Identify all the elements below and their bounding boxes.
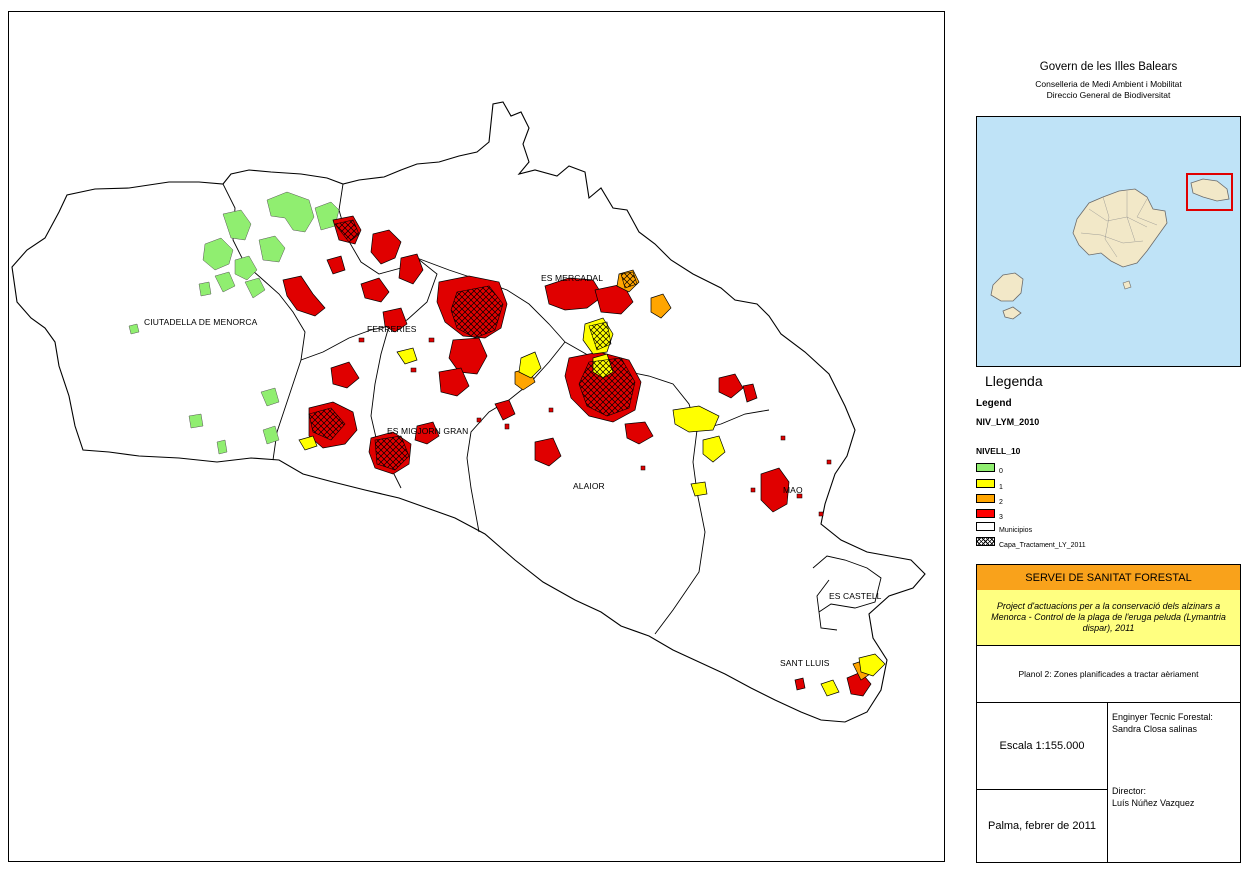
label-mao: MAO [783,485,803,495]
label-es-migjorn-gran: ES MIGJORN GRAN [387,426,469,436]
director-name: Luís Núñez Vazquez [1112,798,1195,808]
main-map[interactable]: CIUTADELLA DE MENORCA FERRERIES ES MERCA… [8,11,945,862]
legend-item-level-0: 0 [976,459,1003,475]
service-name: SERVEI DE SANITAT FORESTAL [977,565,1240,591]
mallorca-island [1072,188,1168,268]
label-ferreries: FERRERIES [367,324,417,334]
label-sant-lluis: SANT LLUIS [780,658,830,668]
legend-field-name: NIVELL_10 [976,446,1021,456]
balearic-islands-svg [990,173,1233,320]
legend-label-level-0: 0 [999,468,1003,475]
menorca-island-inset [1190,178,1230,202]
legend-layer-name: NIV_LYM_2010 [976,417,1040,427]
legend-item-municipios: Municipios [976,518,1032,534]
map-scale: Escala 1:155.000 [977,702,1108,790]
legend-item-level-2: 2 [976,490,1003,506]
level-0-zones [128,191,340,455]
label-ciutadella: CIUTADELLA DE MENORCA [144,317,258,327]
swatch-level-1 [976,478,995,488]
legend-label-level-1: 1 [999,484,1003,491]
legend-label-treatment: Capa_Tractament_LY_2011 [999,542,1086,549]
mallorca-municipal-lines [1080,191,1158,258]
formentera-island [1002,306,1022,320]
engineer-name: Sandra Closa salinas [1112,724,1198,734]
island-outline [11,101,926,723]
legend-item-level-3: 3 [976,505,1003,521]
ministry-subtitle: Conselleria de Medi Ambient i Mobilitat [1035,79,1182,89]
label-alaior: ALAIOR [573,481,605,491]
legend-title: Llegenda [985,373,1043,389]
legend-item-level-1: 1 [976,475,1003,491]
menorca-map-svg [11,101,926,723]
director-role: Director: [1112,786,1147,796]
plan-title: Planol 2: Zones planificades a tractar a… [977,646,1240,703]
swatch-level-2 [976,493,995,503]
legend-label-municipios: Municipios [999,527,1033,534]
legend-subtitle: Legend [976,398,1012,409]
swatch-level-3 [976,508,995,518]
directorate-subtitle: Direccio General de Biodiversitat [1046,90,1171,100]
label-es-castell: ES CASTELL [829,591,882,601]
eivissa-island [990,272,1024,302]
legend-label-level-3: 3 [999,514,1003,521]
locator-inset-map[interactable] [976,116,1241,367]
swatch-level-0 [976,462,995,472]
label-es-mercadal: ES MERCADAL [541,273,604,283]
project-description: Project d'actuacions per a la conservaci… [977,590,1240,646]
swatch-municipios [976,521,995,531]
title-block: SERVEI DE SANITAT FORESTAL Project d'act… [976,564,1241,863]
cabrera-island [1122,280,1132,290]
area-of-interest-box [1186,173,1233,211]
treatment-layer-zones [308,219,638,471]
legend-item-treatment: Capa_Tractament_LY_2011 [976,533,1086,549]
government-title: Govern de les Illes Balears [1039,61,1178,73]
swatch-treatment-hatch [976,536,995,546]
scattered-parcels [358,337,832,517]
legend-label-level-2: 2 [999,499,1003,506]
map-date: Palma, febrer de 2011 [977,789,1108,862]
engineer-role: Enginyer Tecnic Forestal: [1112,712,1213,722]
